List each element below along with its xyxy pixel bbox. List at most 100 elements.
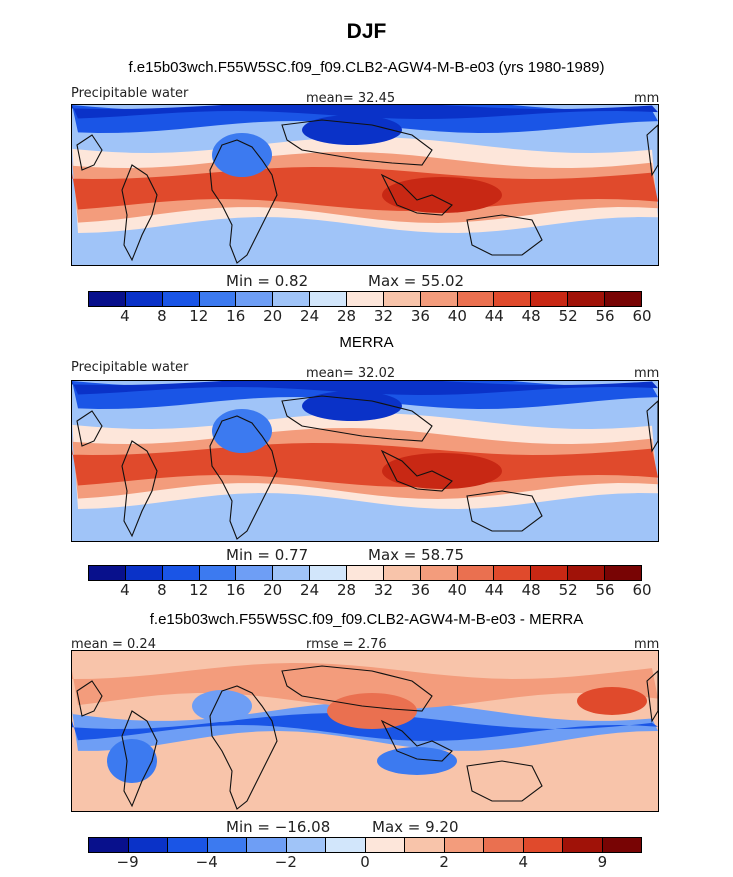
- colorbar-swatch: [310, 292, 348, 306]
- colorbar-swatch: [457, 566, 495, 580]
- colorbar-tick-label: 8: [157, 581, 167, 599]
- colorbar-swatch: [568, 292, 606, 306]
- coastline: [281, 395, 433, 442]
- colorbar-tick-label: 40: [447, 307, 467, 325]
- colorbar-tick-label: 16: [226, 581, 246, 599]
- panel2-map-field: [72, 381, 658, 541]
- field-negative-maritime: [377, 747, 457, 775]
- colorbar-swatch: [125, 566, 163, 580]
- colorbar-tick-label: 20: [263, 307, 283, 325]
- colorbar-swatch: [494, 566, 532, 580]
- panel1-map-field: [72, 105, 658, 265]
- colorbar-tick-label: 28: [336, 581, 357, 599]
- panel2-map: [71, 380, 659, 542]
- colorbar-swatch: [523, 838, 563, 852]
- colorbar-tick-label: 28: [336, 307, 357, 325]
- colorbar-tick-label: 44: [484, 581, 504, 599]
- coastline: [76, 680, 103, 717]
- colorbar-tick-label: 36: [410, 581, 430, 599]
- colorbar-tick-label: 40: [447, 581, 467, 599]
- field-band-south: [72, 510, 658, 541]
- colorbar-swatch: [89, 292, 126, 306]
- colorbar-tick-label: 24: [300, 581, 320, 599]
- colorbar-swatch: [236, 292, 274, 306]
- field-positive-indian: [327, 693, 417, 729]
- colorbar-swatch: [128, 838, 168, 852]
- colorbar-tick-label: 16: [226, 307, 246, 325]
- colorbar-tick-label: 60: [632, 581, 652, 599]
- coastline: [646, 400, 658, 453]
- colorbar-swatch: [89, 566, 126, 580]
- coastline: [121, 440, 158, 538]
- colorbar-tick-label: 12: [189, 307, 209, 325]
- colorbar-tick-label: 12: [189, 581, 209, 599]
- colorbar-swatch: [273, 292, 311, 306]
- colorbar-tick-label: −4: [195, 853, 218, 871]
- colorbar-swatch: [162, 292, 200, 306]
- colorbar-swatch: [531, 566, 569, 580]
- colorbar-swatch: [605, 292, 641, 306]
- colorbar-swatch: [236, 566, 274, 580]
- colorbar-swatch: [383, 292, 421, 306]
- coastline: [466, 214, 543, 256]
- figure-title: DJF: [346, 20, 387, 43]
- colorbar-tick-label: 48: [521, 307, 541, 325]
- colorbar-tick-label: 2: [439, 853, 449, 871]
- colorbar-swatch: [199, 566, 237, 580]
- colorbar-tick-label: 4: [120, 307, 130, 325]
- field-band-equator: [72, 443, 658, 487]
- coastline: [121, 710, 158, 808]
- field-band-north-dry: [72, 381, 658, 395]
- coastline: [380, 173, 453, 216]
- colorbar-swatch: [605, 566, 641, 580]
- colorbar-swatch: [420, 566, 458, 580]
- colorbar-swatch: [602, 838, 641, 852]
- field-dry-sahara: [212, 133, 272, 177]
- field-band-positive: [72, 663, 658, 709]
- panel1-variable-label: Precipitable water: [71, 86, 189, 101]
- coastline: [466, 490, 543, 532]
- colorbar-tick-label: 52: [558, 581, 578, 599]
- colorbar-tick-label: 4: [120, 581, 130, 599]
- colorbar-swatch: [563, 838, 603, 852]
- colorbar-tick-label: 9: [597, 853, 608, 871]
- colorbar-swatch: [383, 566, 421, 580]
- colorbar-swatch: [457, 292, 495, 306]
- coastline: [209, 415, 278, 540]
- colorbar-swatch: [89, 838, 129, 852]
- panel2-max-label: Max = 58.75: [368, 546, 465, 564]
- colorbar-swatch: [247, 838, 287, 852]
- coastline: [121, 164, 158, 262]
- colorbar-swatch: [420, 292, 458, 306]
- colorbar-swatch: [347, 292, 384, 306]
- coastline: [646, 670, 658, 723]
- colorbar-tick-label: 20: [263, 581, 283, 599]
- panel2-variable-label: Precipitable water: [71, 360, 189, 375]
- colorbar-swatch: [273, 566, 311, 580]
- field-band-equator: [72, 167, 658, 211]
- colorbar-tick-label: 56: [595, 581, 615, 599]
- coastline: [76, 134, 103, 171]
- colorbar-tick-label: −9: [116, 853, 139, 871]
- panel3-units-label: mm: [634, 637, 660, 652]
- colorbar-swatch: [444, 838, 484, 852]
- field-band-south: [72, 234, 658, 265]
- colorbar-swatch: [207, 838, 247, 852]
- colorbar-swatch: [310, 566, 348, 580]
- colorbar-tick-label: 8: [157, 307, 167, 325]
- colorbar-swatch: [168, 838, 208, 852]
- colorbar-swatch: [365, 838, 405, 852]
- colorbar-tick-label: 36: [410, 307, 430, 325]
- colorbar-swatch: [568, 566, 606, 580]
- colorbar-tick-label: 56: [595, 307, 615, 325]
- colorbar-tick-label: −2: [274, 853, 297, 871]
- colorbar-tick-label: 60: [632, 307, 652, 325]
- field-positive-east-pacific: [577, 687, 647, 715]
- panel3-min-label: Min = −16.08: [226, 818, 331, 836]
- colorbar-swatch: [286, 838, 326, 852]
- panel3-colorbar: [88, 837, 642, 853]
- colorbar-tick-label: 48: [521, 581, 541, 599]
- coastline: [466, 760, 543, 802]
- panel1-title: f.e15b03wch.F55W5SC.f09_f09.CLB2-AGW4-M-…: [128, 59, 605, 76]
- panel1-colorbar: [88, 291, 642, 307]
